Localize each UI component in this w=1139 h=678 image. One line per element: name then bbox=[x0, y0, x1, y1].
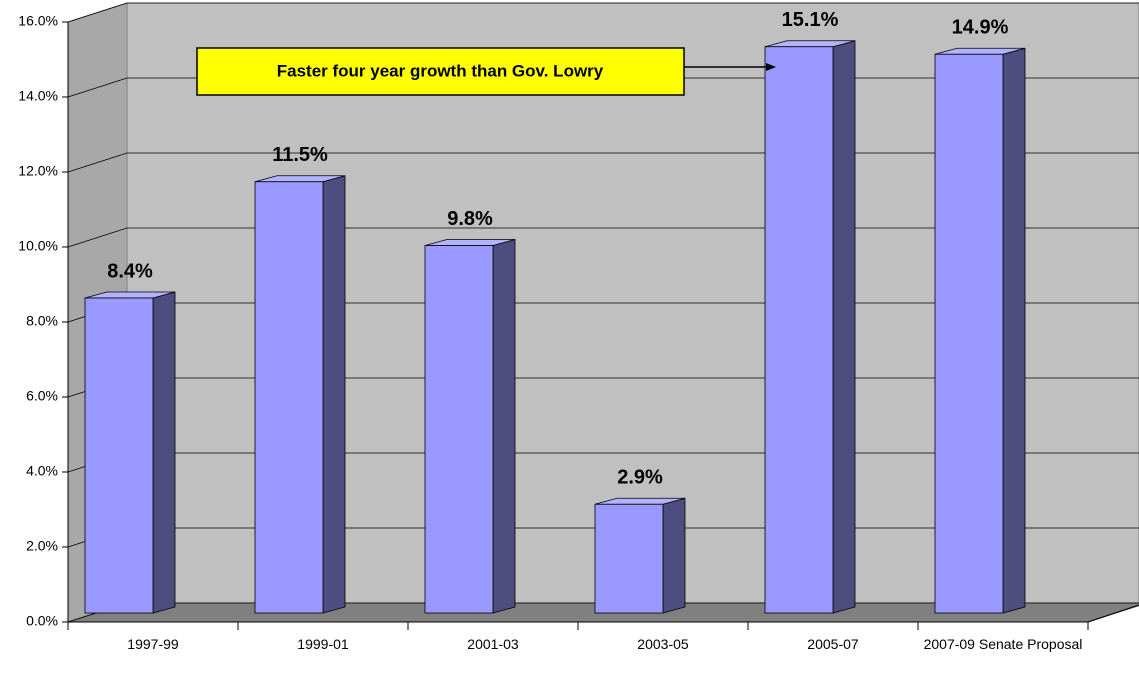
value-label: 2.9% bbox=[617, 467, 663, 489]
bar bbox=[424, 245, 494, 614]
y-tick-label: 0.0% bbox=[26, 613, 58, 629]
bar-side bbox=[322, 175, 346, 614]
y-tick-label: 16.0% bbox=[18, 13, 58, 29]
bar bbox=[594, 503, 664, 614]
y-tick-label: 8.0% bbox=[26, 313, 58, 329]
y-tick-label: 14.0% bbox=[18, 88, 58, 104]
bar-group bbox=[764, 40, 856, 614]
x-tick-label: 2007-09 Senate Proposal bbox=[923, 636, 1083, 652]
bar-group bbox=[424, 238, 516, 614]
y-tick-label: 10.0% bbox=[18, 238, 58, 254]
bar-group bbox=[594, 497, 686, 614]
x-tick-label: 2003-05 bbox=[637, 636, 689, 652]
bar-group bbox=[254, 175, 346, 614]
arrow-head bbox=[766, 63, 776, 71]
y-tick-label: 6.0% bbox=[26, 388, 58, 404]
x-tick-label: 2005-07 bbox=[807, 636, 859, 652]
x-tick-label: 2001-03 bbox=[467, 636, 519, 652]
value-label: 11.5% bbox=[272, 144, 328, 166]
bar-group bbox=[934, 47, 1026, 614]
bar-side bbox=[152, 291, 176, 614]
annotation-box bbox=[196, 47, 685, 96]
bar bbox=[84, 297, 154, 614]
annotation: Faster four year growth than Gov. Lowry bbox=[277, 61, 604, 80]
x-tick-label: 1997-99 bbox=[127, 636, 179, 652]
y-tick-label: 12.0% bbox=[18, 163, 58, 179]
bar bbox=[934, 53, 1004, 614]
y-tick-label: 2.0% bbox=[26, 538, 58, 554]
bar-group bbox=[84, 291, 176, 614]
y-tick-label: 4.0% bbox=[26, 463, 58, 479]
bar bbox=[254, 181, 324, 614]
value-label: 14.9% bbox=[952, 17, 1009, 39]
bar bbox=[764, 46, 834, 614]
value-label: 8.4% bbox=[107, 260, 153, 282]
grid-line bbox=[67, 2, 1139, 23]
value-label: 15.1% bbox=[782, 9, 839, 31]
bar-side bbox=[832, 40, 856, 614]
bar-side bbox=[492, 238, 516, 614]
x-tick-label: 1999-01 bbox=[297, 636, 349, 652]
value-label: 9.8% bbox=[447, 208, 493, 230]
floor-edge bbox=[1087, 604, 1139, 623]
bar-side bbox=[662, 497, 686, 614]
bar-side bbox=[1002, 47, 1026, 614]
